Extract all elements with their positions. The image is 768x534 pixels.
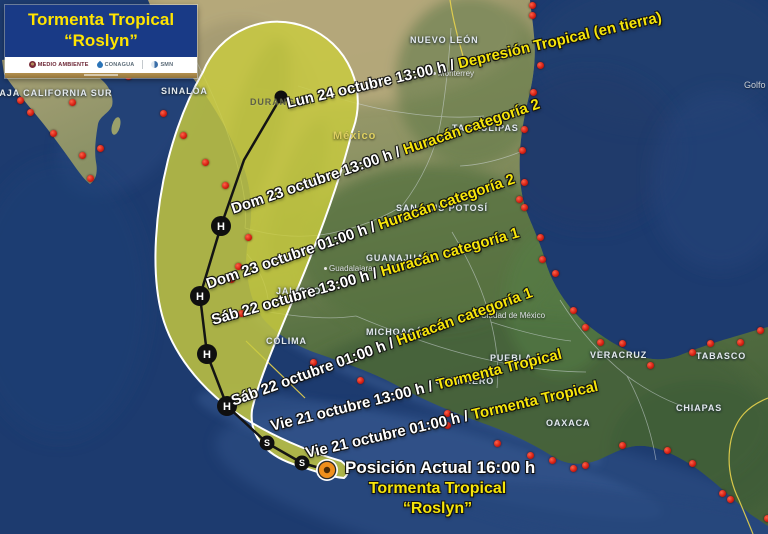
gold-bar — [5, 72, 197, 78]
logo-smn: SMN — [151, 61, 173, 68]
storm-title-line2: “Roslyn” — [64, 31, 138, 51]
track-point-hurricane — [211, 216, 231, 236]
track-point-hurricane — [197, 344, 217, 364]
track-point-storm — [259, 435, 275, 451]
storm-title-line1: Tormenta Tropical — [27, 10, 175, 29]
track-point-storm — [294, 455, 310, 471]
smn-icon — [151, 61, 159, 68]
agency-logo-strip: MEDIO AMBIENTE CONAGUA SMN — [5, 56, 197, 73]
gulf-island — [111, 117, 121, 135]
logo-medio-ambiente: MEDIO AMBIENTE — [28, 61, 89, 68]
logo-conagua: CONAGUA — [95, 60, 135, 69]
track-point-hurricane — [217, 396, 237, 416]
track-layer: S S H H H H — [190, 90, 338, 481]
title-card: Tormenta Tropical “Roslyn” MEDIO AMBIENT… — [5, 5, 197, 78]
current-position-marker — [323, 466, 331, 474]
track-point-hurricane — [190, 286, 210, 306]
conagua-icon — [95, 60, 104, 69]
storm-title: Tormenta Tropical “Roslyn” — [5, 5, 197, 57]
track-point-dissipation — [274, 90, 288, 104]
track-point-letter: H — [196, 291, 204, 303]
track-point-letter: S — [264, 438, 270, 448]
track-point-letter: H — [203, 349, 211, 361]
track-point-letter: S — [299, 458, 305, 468]
logo-divider — [142, 60, 144, 69]
track-point-letter: H — [217, 221, 225, 233]
track-point-letter: H — [223, 401, 231, 413]
medio-ambiente-icon — [28, 61, 36, 68]
